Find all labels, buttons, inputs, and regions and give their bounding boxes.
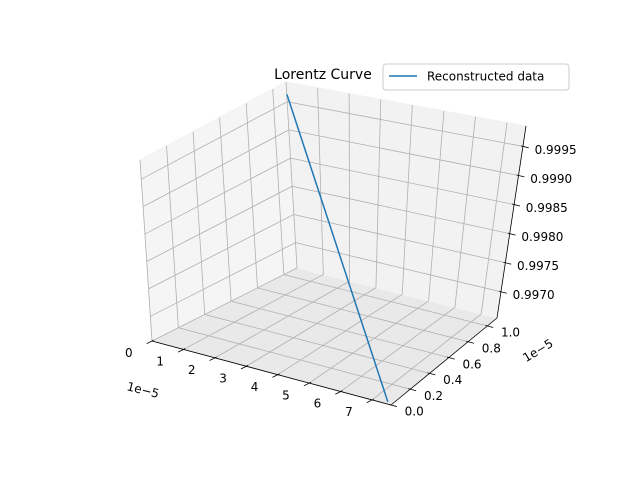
- x-tick-label: 1: [156, 355, 164, 369]
- grid-line-z-back: [292, 185, 510, 235]
- y-tick: [446, 356, 455, 360]
- x-tick: [177, 348, 186, 353]
- y-tick: [388, 404, 397, 407]
- x-tick-label: 4: [251, 380, 259, 394]
- grid-line-z-side: [141, 101, 288, 180]
- legend: Reconstructed data: [382, 63, 570, 91]
- z-tick: [520, 145, 529, 149]
- grid-line-x-back: [428, 110, 445, 301]
- y-offset-text: 1e−5: [520, 336, 555, 365]
- legend-entry: Reconstructed data: [427, 70, 544, 84]
- grid-line-x-floor: [214, 280, 350, 359]
- x-tick: [366, 398, 375, 404]
- x-tick: [146, 339, 154, 345]
- x-tick-label: 0: [125, 346, 133, 360]
- x-tick: [209, 356, 217, 361]
- z-tick: [503, 261, 512, 265]
- z-tick: [498, 290, 507, 294]
- grid-line-y-side: [219, 117, 232, 302]
- grid-line-z-side: [144, 157, 291, 235]
- series-line: [286, 94, 389, 403]
- z-tick: [516, 174, 525, 178]
- grid-line-y-floor: [204, 314, 430, 374]
- y-tick: [427, 372, 436, 376]
- grid-line-y-side: [272, 89, 285, 275]
- grid-line-z-side: [148, 214, 295, 290]
- grid-line-x-back: [401, 105, 413, 295]
- grid-line-y-floor: [283, 274, 488, 327]
- z-tick-label: 0.9970: [513, 288, 555, 302]
- y-tick-label: 0.6: [462, 357, 481, 371]
- x-tick: [240, 365, 249, 370]
- grid-line-y-floor: [230, 300, 449, 358]
- z-tick-label: 0.9975: [517, 259, 559, 273]
- grid-line-x-floor: [277, 293, 403, 376]
- grid-line-y-floor: [178, 327, 411, 390]
- data-series: [286, 94, 389, 403]
- grid-line-x-floor: [151, 267, 298, 342]
- x-tick: [335, 390, 343, 395]
- x-axis-line: [151, 340, 392, 406]
- x-offset-text: 1e−5: [125, 379, 160, 400]
- x-tick-label: 5: [282, 388, 290, 402]
- legend-box: [382, 63, 570, 91]
- grid-line-z-back: [288, 129, 519, 176]
- grid-line-x-back: [454, 116, 476, 308]
- grid-line-y-side: [139, 159, 153, 342]
- grid-line-x-back: [375, 99, 382, 288]
- grid-line-z-side: [146, 185, 293, 262]
- grid-line-x-floor: [371, 313, 482, 401]
- y-tick-label: 0.4: [443, 373, 462, 387]
- y-tick-label: 0.8: [482, 341, 501, 355]
- y-tick-label: 0.2: [424, 389, 443, 403]
- x-tick: [272, 373, 280, 378]
- z-axis-line: [496, 125, 527, 319]
- z-tick-label: 0.9980: [521, 230, 563, 244]
- grid-line-x-back: [480, 122, 508, 315]
- grid-line-x-floor: [183, 274, 324, 350]
- grid-line-z-back: [287, 101, 523, 147]
- x-tick-label: 2: [188, 363, 196, 377]
- y-tick: [485, 325, 494, 328]
- grid-line-x-back: [317, 87, 324, 275]
- grid-line-z-back: [295, 242, 502, 293]
- y-tick: [466, 340, 474, 344]
- y-tick-label: 1.0: [501, 326, 520, 340]
- x-tick-label: 7: [345, 405, 353, 419]
- grid-line-y-side: [192, 131, 206, 315]
- tick-marks: [146, 145, 529, 407]
- y-axis-line: [390, 317, 498, 406]
- x-tick: [303, 381, 312, 387]
- grid-line-x-floor: [340, 307, 456, 392]
- grid-line-x-back: [285, 81, 298, 269]
- z-tick: [512, 203, 521, 207]
- grid-line-y-side: [166, 145, 179, 328]
- z-tick-label: 0.9985: [526, 201, 568, 215]
- axis-lines: [151, 125, 527, 406]
- x-tick-label: 6: [314, 397, 322, 411]
- y-tick: [408, 388, 417, 392]
- x-tick-label: 3: [219, 372, 227, 386]
- y-tick-label: 0.0: [405, 405, 424, 419]
- z-tick-label: 0.9990: [530, 172, 572, 186]
- grid-line-z-side: [150, 242, 296, 317]
- grid-line-y-floor: [257, 287, 469, 343]
- grid-line-z-side: [142, 129, 290, 207]
- tick-labels: 0 1 2 3 4 5 6 7 0.00.20.40.60.81.0 0.9970 0.9975 0.…: [125, 143, 577, 419]
- z-tick: [507, 232, 516, 236]
- axes-panes: [139, 81, 527, 406]
- grid-line-z-back: [290, 157, 515, 205]
- z-tick-label: 0.9995: [535, 143, 577, 157]
- grid-line-y-side: [245, 103, 258, 288]
- chart-title: Lorentz Curve: [274, 67, 372, 83]
